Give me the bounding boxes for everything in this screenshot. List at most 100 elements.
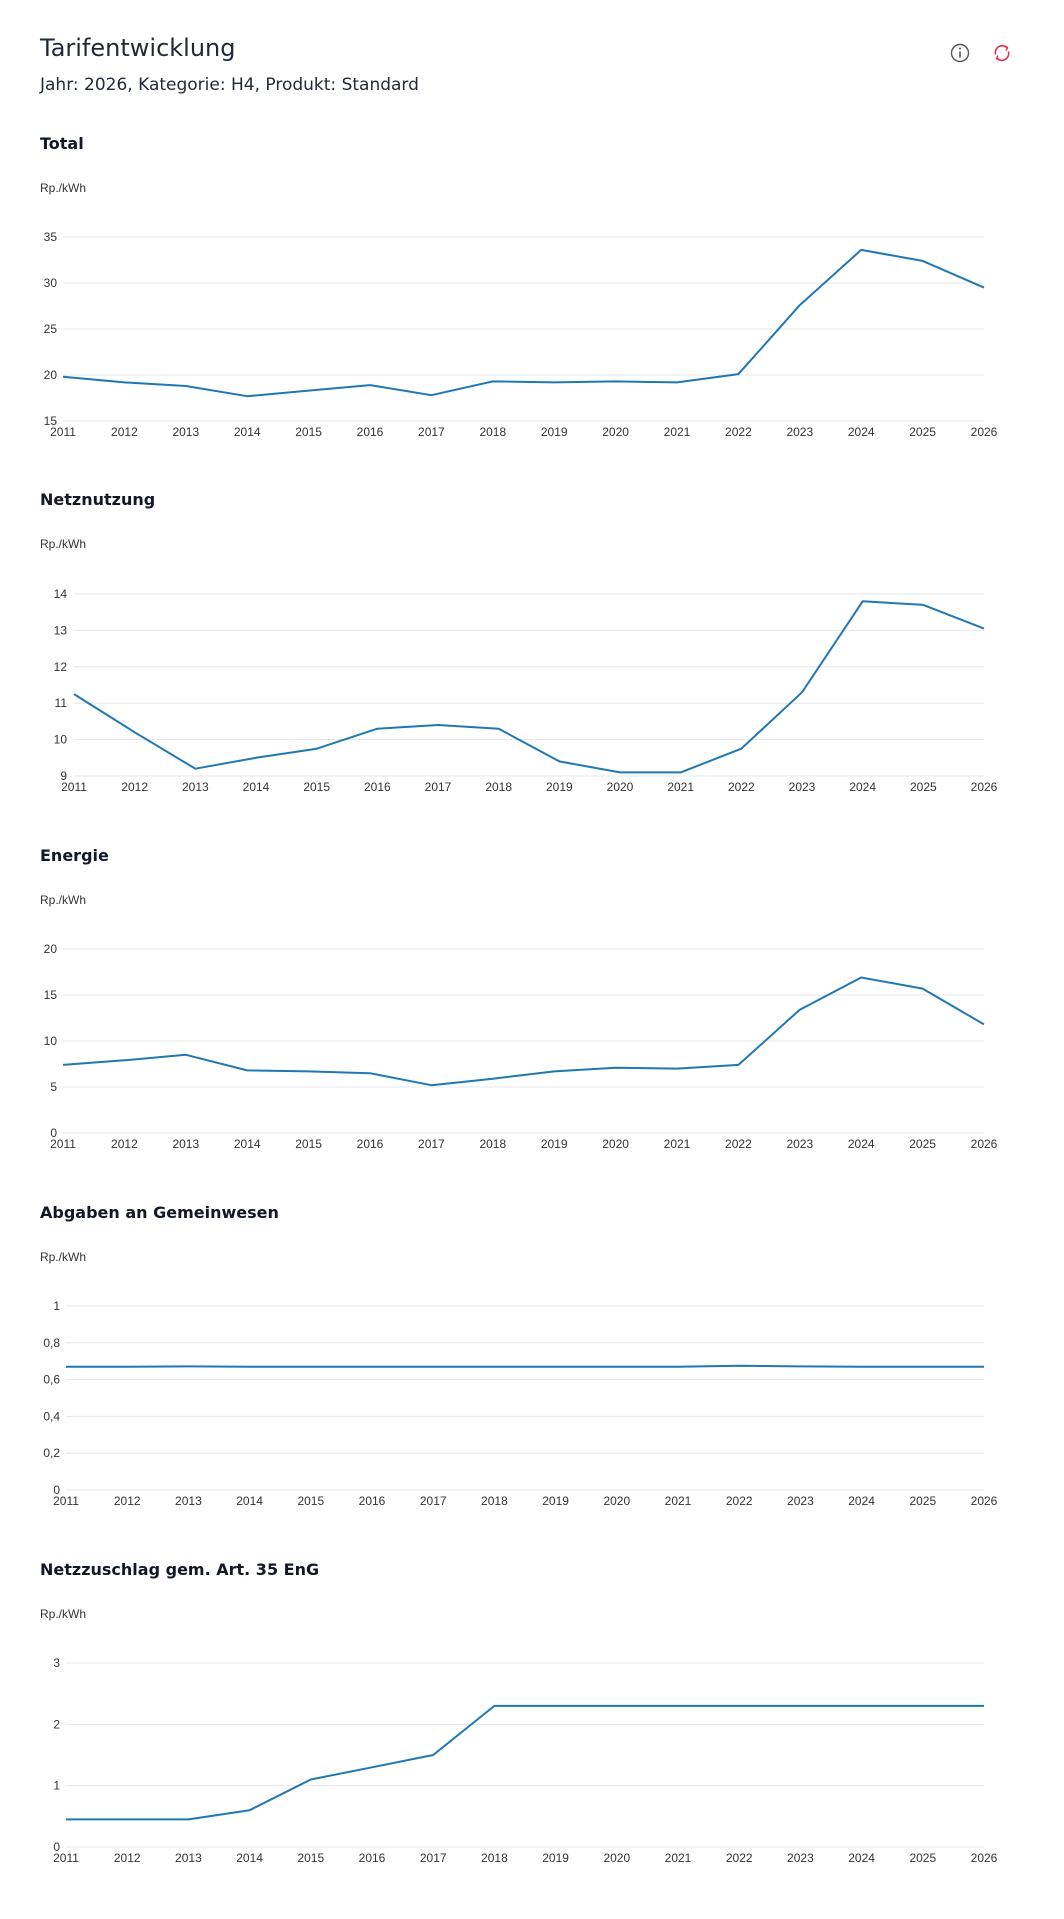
data-point[interactable]: [183, 1052, 189, 1058]
data-point[interactable]: [306, 388, 312, 394]
data-point[interactable]: [674, 1066, 680, 1072]
data-point[interactable]: [920, 1703, 926, 1709]
x-tick-label: 2015: [297, 1851, 324, 1865]
x-tick-label: 2015: [303, 780, 330, 794]
data-point[interactable]: [797, 302, 803, 308]
data-point[interactable]: [675, 1364, 681, 1370]
data-point[interactable]: [124, 1816, 130, 1822]
data-point[interactable]: [124, 1364, 130, 1370]
data-point[interactable]: [556, 758, 562, 764]
data-point[interactable]: [132, 729, 138, 735]
data-point[interactable]: [797, 1007, 803, 1013]
data-point[interactable]: [308, 1777, 314, 1783]
data-point[interactable]: [860, 598, 866, 604]
refresh-icon[interactable]: [990, 41, 1014, 65]
series-line[interactable]: [62, 976, 985, 1087]
data-point[interactable]: [244, 393, 250, 399]
data-point[interactable]: [306, 1068, 312, 1074]
series-line[interactable]: [73, 600, 985, 774]
data-point[interactable]: [491, 1364, 497, 1370]
data-point[interactable]: [920, 602, 926, 608]
data-point[interactable]: [981, 1364, 987, 1370]
data-point[interactable]: [614, 1364, 620, 1370]
data-point[interactable]: [496, 726, 502, 732]
data-point[interactable]: [736, 1703, 742, 1709]
data-point[interactable]: [981, 1021, 987, 1027]
data-point[interactable]: [63, 1364, 69, 1370]
x-tick-label: 2026: [971, 1494, 998, 1508]
data-point[interactable]: [367, 382, 373, 388]
data-point[interactable]: [981, 1703, 987, 1709]
series-line[interactable]: [62, 248, 985, 398]
x-tick-label: 2025: [909, 425, 936, 439]
x-tick-label: 2024: [849, 780, 876, 794]
data-point[interactable]: [369, 1764, 375, 1770]
data-point[interactable]: [674, 379, 680, 385]
data-point[interactable]: [736, 1363, 742, 1369]
data-point[interactable]: [60, 1062, 66, 1068]
data-point[interactable]: [858, 975, 864, 981]
data-point[interactable]: [185, 1363, 191, 1369]
data-point[interactable]: [797, 1703, 803, 1709]
data-point[interactable]: [369, 1364, 375, 1370]
data-point[interactable]: [617, 769, 623, 775]
data-point[interactable]: [490, 1076, 496, 1082]
data-point[interactable]: [735, 371, 741, 377]
series-line[interactable]: [66, 1704, 984, 1821]
data-point[interactable]: [374, 726, 380, 732]
x-tick-label: 2022: [728, 780, 755, 794]
data-point[interactable]: [121, 379, 127, 385]
data-point[interactable]: [314, 746, 320, 752]
data-point[interactable]: [981, 285, 987, 291]
data-point[interactable]: [71, 691, 77, 697]
data-point[interactable]: [797, 1363, 803, 1369]
data-point[interactable]: [678, 769, 684, 775]
data-point[interactable]: [428, 1082, 434, 1088]
data-point[interactable]: [367, 1070, 373, 1076]
data-point[interactable]: [551, 379, 557, 385]
data-point[interactable]: [430, 1364, 436, 1370]
data-point[interactable]: [63, 1816, 69, 1822]
data-point[interactable]: [491, 1703, 497, 1709]
data-point[interactable]: [428, 392, 434, 398]
data-point[interactable]: [308, 1364, 314, 1370]
data-point[interactable]: [735, 1062, 741, 1068]
data-point[interactable]: [430, 1752, 436, 1758]
series-line[interactable]: [66, 1364, 984, 1368]
data-point[interactable]: [614, 1703, 620, 1709]
data-point[interactable]: [247, 1807, 253, 1813]
data-point[interactable]: [859, 1703, 865, 1709]
data-point[interactable]: [244, 1067, 250, 1073]
data-point[interactable]: [192, 766, 198, 772]
data-point[interactable]: [247, 1364, 253, 1370]
data-point[interactable]: [799, 689, 805, 695]
y-axis-unit-label: Rp./kWh: [40, 1607, 86, 1621]
data-point[interactable]: [675, 1703, 681, 1709]
data-point[interactable]: [253, 755, 259, 761]
data-point[interactable]: [613, 378, 619, 384]
data-point[interactable]: [613, 1065, 619, 1071]
data-point[interactable]: [738, 746, 744, 752]
data-point[interactable]: [551, 1068, 557, 1074]
data-point[interactable]: [920, 1364, 926, 1370]
data-point[interactable]: [435, 722, 441, 728]
y-tick-label: 20: [44, 942, 58, 956]
data-point[interactable]: [553, 1703, 559, 1709]
data-point[interactable]: [858, 247, 864, 253]
data-point[interactable]: [859, 1364, 865, 1370]
data-point[interactable]: [185, 1816, 191, 1822]
y-tick-label: 1: [53, 1779, 60, 1793]
data-point[interactable]: [920, 986, 926, 992]
data-point[interactable]: [121, 1057, 127, 1063]
info-icon[interactable]: [948, 41, 972, 65]
data-point[interactable]: [920, 258, 926, 264]
data-point[interactable]: [60, 374, 66, 380]
data-point[interactable]: [490, 378, 496, 384]
data-point[interactable]: [981, 626, 987, 632]
x-tick-label: 2026: [971, 425, 998, 439]
x-tick-label: 2013: [175, 1494, 202, 1508]
data-point[interactable]: [553, 1364, 559, 1370]
x-tick-label: 2025: [910, 780, 937, 794]
x-tick-label: 2021: [664, 425, 691, 439]
data-point[interactable]: [183, 383, 189, 389]
